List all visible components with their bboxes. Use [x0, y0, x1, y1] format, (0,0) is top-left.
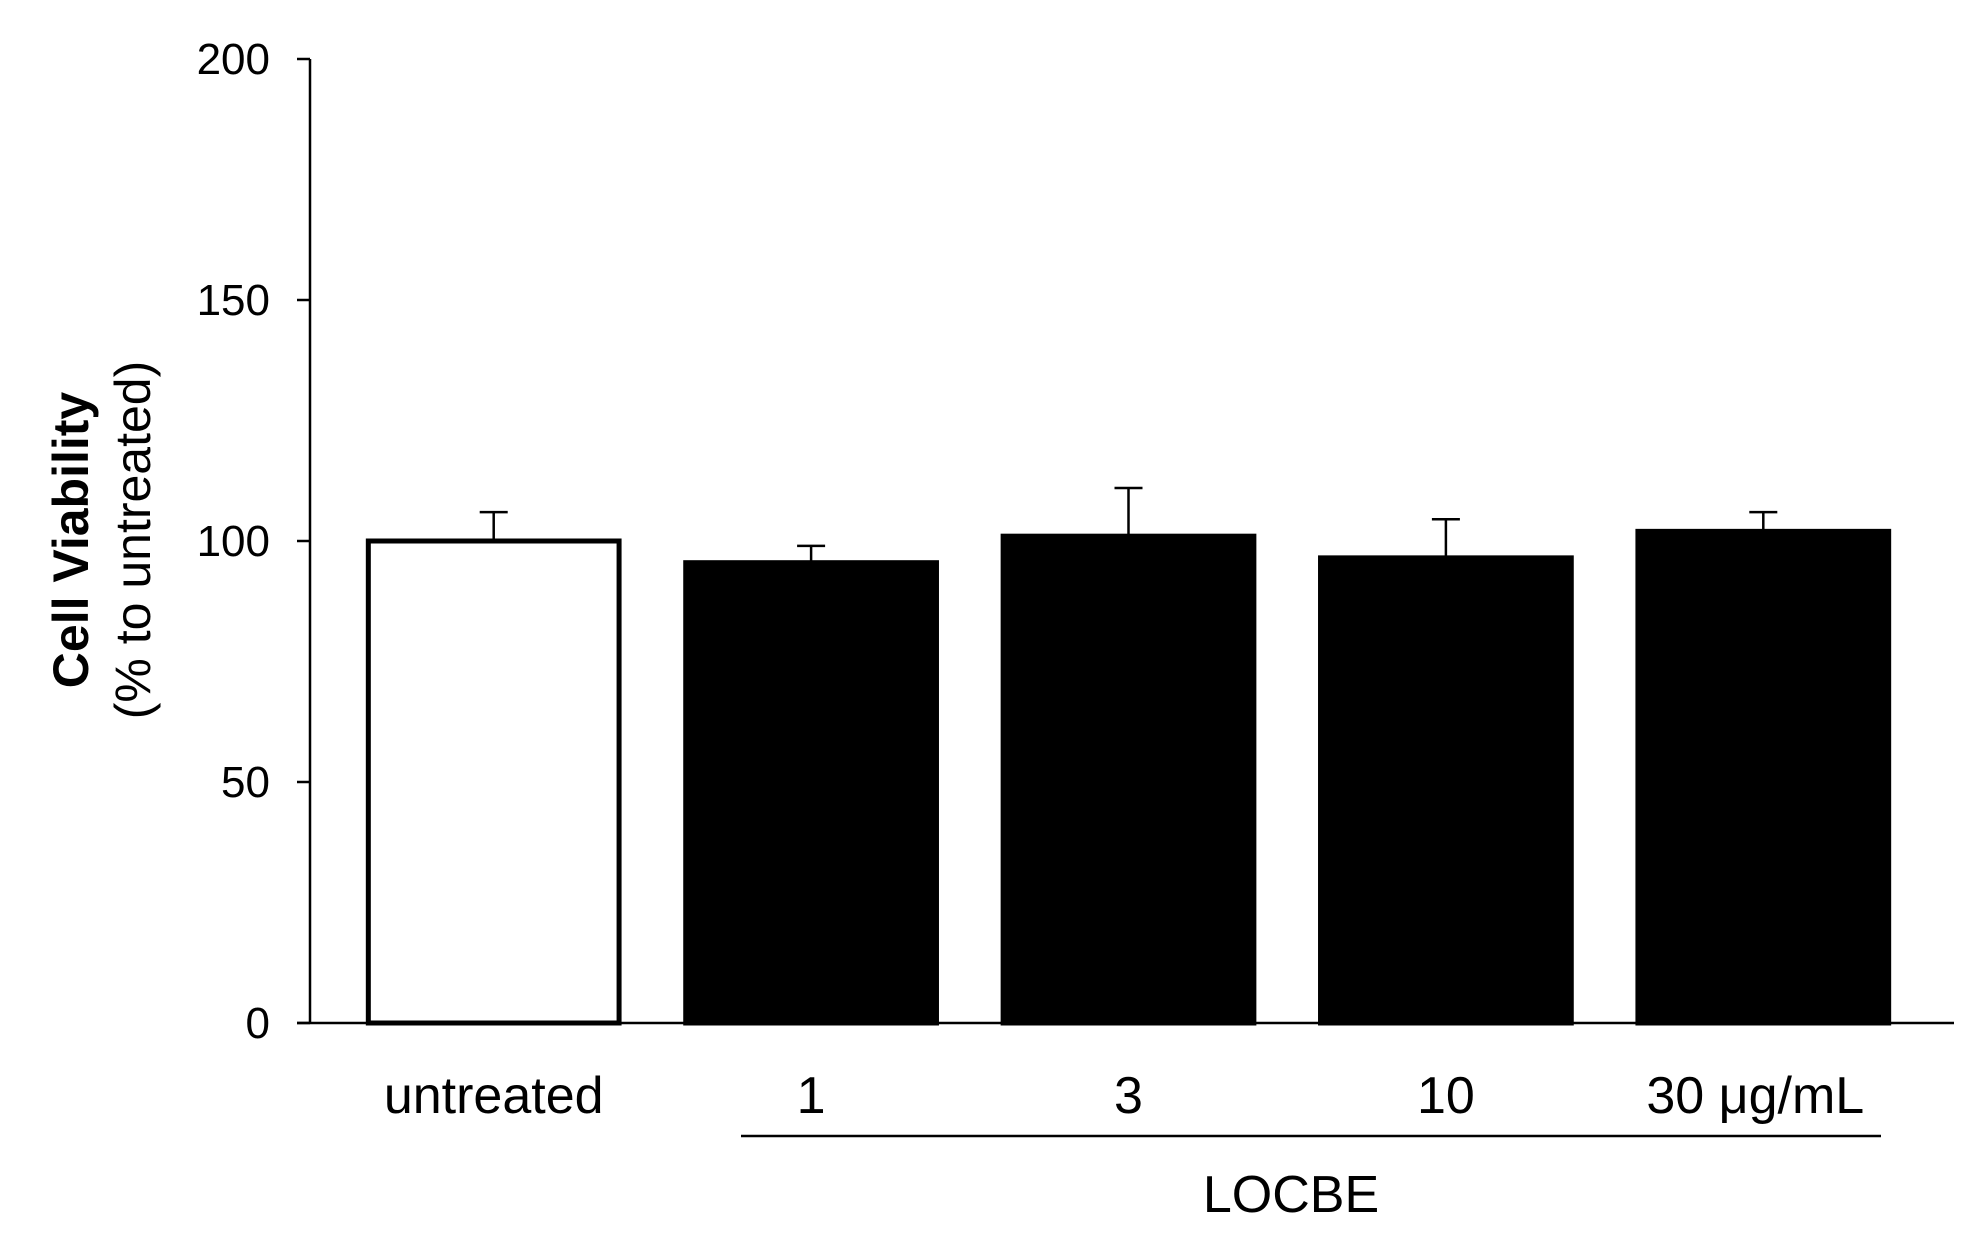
x-tick-label-3: 10	[1417, 1067, 1475, 1125]
y-axis-label-sub: (% to untreated)	[105, 361, 161, 720]
group-label: LOCBE	[1203, 1166, 1379, 1224]
x-tick-label-4: 30 μg/mL	[1646, 1067, 1864, 1125]
y-tick-label: 0	[246, 999, 270, 1048]
x-tick-label-1: 1	[797, 1067, 826, 1125]
bar-4	[1635, 528, 1892, 1026]
bar-2	[1000, 533, 1257, 1026]
y-tick-label: 200	[197, 35, 270, 84]
x-tick-label-0: untreated	[384, 1067, 604, 1125]
bar-0	[365, 538, 622, 1026]
y-tick-label: 100	[197, 517, 270, 566]
bar-3	[1318, 555, 1574, 1026]
y-tick-label: 50	[221, 758, 270, 807]
y-axis-label: Cell Viability (% to untreated)	[43, 361, 161, 720]
y-axis-label-main: Cell Viability	[43, 392, 99, 689]
x-tick-labels: untreated 1 3 10 30 μg/mL	[384, 1067, 1864, 1125]
bar-1	[683, 560, 939, 1026]
y-tick-label: 150	[197, 276, 270, 325]
x-tick-label-2: 3	[1114, 1067, 1143, 1125]
bars	[365, 486, 1892, 1026]
y-ticks: 0 50 100 150 200	[197, 35, 310, 1048]
